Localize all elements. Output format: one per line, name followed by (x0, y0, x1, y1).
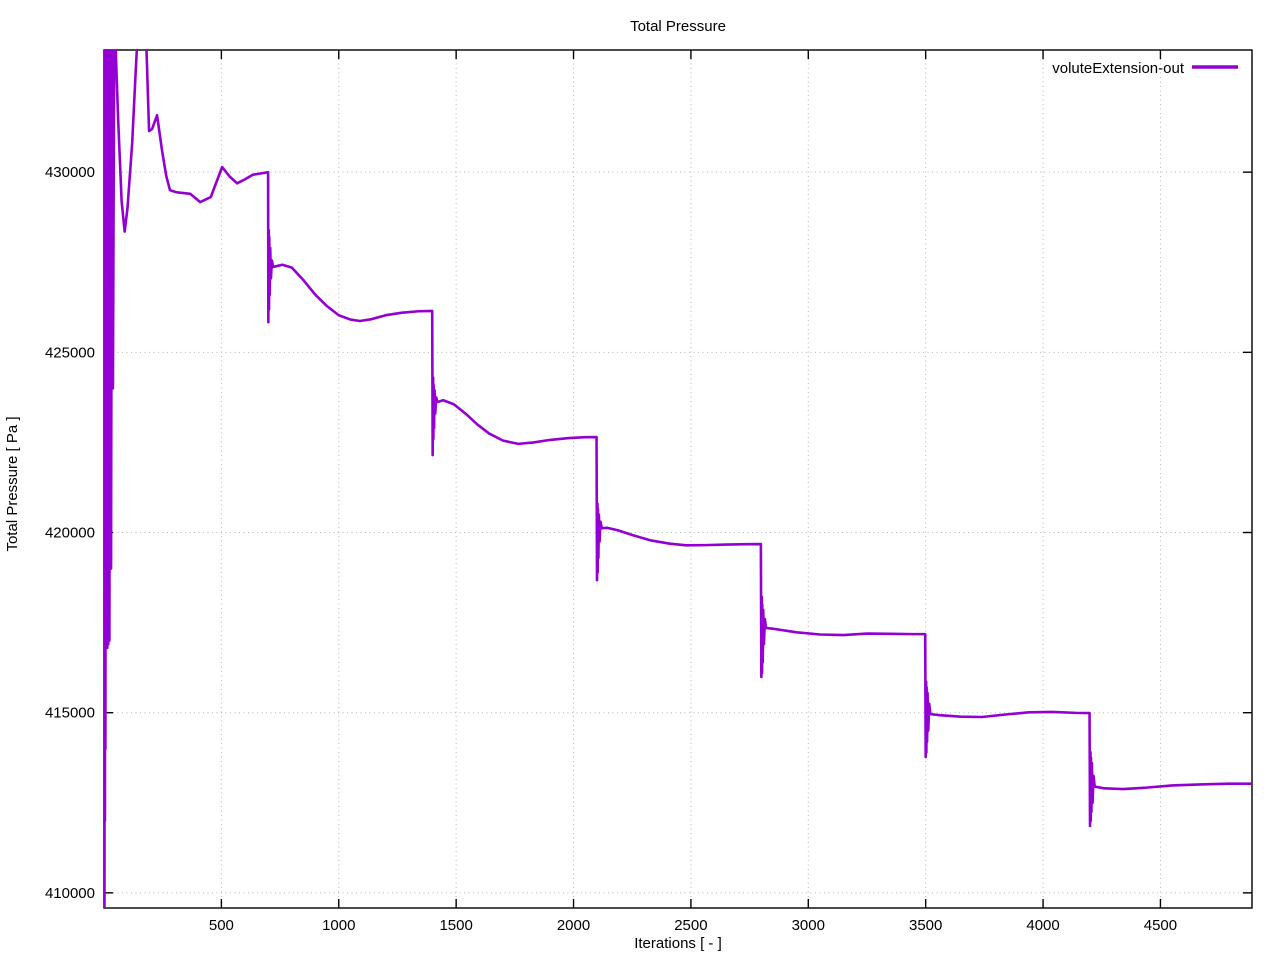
x-tick-label: 500 (209, 917, 234, 934)
x-axis-label: Iterations [ - ] (634, 935, 722, 952)
y-tick-label: 415000 (45, 705, 95, 722)
x-tick-label: 1000 (322, 917, 355, 934)
x-tick-label: 1500 (439, 917, 472, 934)
x-tick-label: 4000 (1026, 917, 1059, 934)
x-tick-label: 3000 (792, 917, 825, 934)
plot-border (103, 49, 1253, 909)
chart-title: Total Pressure (630, 18, 726, 35)
x-tick-label: 3500 (909, 917, 942, 934)
y-tick-label: 425000 (45, 344, 95, 361)
y-tick-label: 410000 (45, 885, 95, 902)
legend-label: voluteExtension-out (1052, 60, 1185, 77)
x-tick-label: 2500 (674, 917, 707, 934)
series-line-voluteExtension-out (104, 50, 1252, 908)
y-tick-label: 420000 (45, 525, 95, 542)
x-tick-label: 4500 (1144, 917, 1177, 934)
x-tick-label: 2000 (557, 917, 590, 934)
y-tick-label: 430000 (45, 164, 95, 181)
y-axis-label: Total Pressure [ Pa ] (4, 416, 21, 551)
plot-layer: 500 1000 1500 2000 2500 3000 3500 4000 4500 41000… (45, 49, 1253, 934)
